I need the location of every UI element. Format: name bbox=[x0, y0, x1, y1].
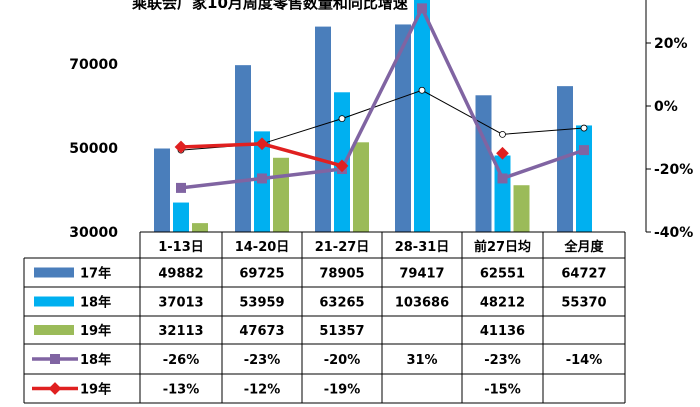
marker-19年-21-27日 bbox=[335, 159, 349, 173]
data-label: 37013 bbox=[158, 296, 203, 311]
legend-key-17年 bbox=[34, 267, 74, 278]
data-label: 63265 bbox=[319, 296, 364, 311]
data-label: 62551 bbox=[480, 267, 525, 282]
right-tick-label: -20% bbox=[654, 162, 693, 178]
data-label: 32113 bbox=[158, 324, 203, 339]
category-label: 1-13日 bbox=[158, 240, 204, 255]
bar-17年-21-27日 bbox=[315, 26, 331, 232]
marker-18年-14-20日 bbox=[257, 173, 267, 184]
marker-19年-14-20日 bbox=[255, 137, 269, 151]
bar-17年-14-20日 bbox=[235, 65, 251, 232]
right-tick-label: -40% bbox=[654, 225, 693, 241]
bar-17年-前27日均 bbox=[475, 95, 492, 232]
category-label: 14-20日 bbox=[235, 240, 290, 255]
data-label: 51357 bbox=[319, 324, 364, 339]
data-label: -20% bbox=[324, 353, 361, 368]
data-label: -23% bbox=[244, 353, 281, 368]
bar-17年-1-13日 bbox=[154, 148, 170, 232]
data-label: -26% bbox=[163, 353, 200, 368]
legend-name: 18年 bbox=[80, 295, 111, 311]
legend-name: 17年 bbox=[80, 266, 111, 282]
marker-19年-1-13日 bbox=[174, 140, 188, 154]
bar-17年-全月度 bbox=[557, 86, 573, 232]
chart-title: 乘联会厂家10月周度零售数量和同比增速 bbox=[131, 0, 408, 12]
legend-marker bbox=[48, 382, 62, 395]
bar-18年-1-13日 bbox=[173, 202, 189, 232]
right-tick-label: 20% bbox=[654, 36, 688, 52]
data-label: -14% bbox=[566, 353, 603, 368]
data-label: 47673 bbox=[239, 324, 284, 339]
marker-19年-前27日均 bbox=[496, 146, 509, 160]
data-label: 41136 bbox=[480, 324, 525, 339]
marker-18年-28-31日 bbox=[417, 3, 427, 14]
legend-key-18年 bbox=[34, 296, 74, 307]
data-label: 78905 bbox=[319, 267, 364, 282]
legend-marker bbox=[50, 354, 60, 364]
right-tick-label: 0% bbox=[654, 99, 678, 115]
legend-name: 19年 bbox=[80, 323, 111, 339]
data-label: 55370 bbox=[561, 296, 606, 311]
data-label: 31% bbox=[406, 353, 437, 368]
category-label: 全月度 bbox=[563, 239, 604, 255]
data-label: 53959 bbox=[239, 296, 284, 311]
category-label: 28-31日 bbox=[395, 240, 450, 255]
bar-17年-28-31日 bbox=[395, 24, 411, 232]
data-label: 49882 bbox=[158, 267, 203, 282]
left-tick-label: 50000 bbox=[69, 141, 118, 157]
data-label: 79417 bbox=[399, 267, 444, 282]
data-label: 69725 bbox=[239, 267, 284, 282]
ratio-point-3 bbox=[418, 86, 426, 94]
marker-18年-全月度 bbox=[579, 145, 589, 156]
ratio-point-4 bbox=[499, 130, 506, 138]
line-18年-seg0 bbox=[180, 4, 585, 190]
ratio-point-5 bbox=[580, 124, 588, 132]
category-label: 21-27日 bbox=[315, 240, 370, 255]
left-tick-label: 30000 bbox=[69, 225, 118, 241]
data-label: -23% bbox=[484, 353, 521, 368]
category-label: 前27日均 bbox=[474, 239, 531, 255]
legend-key-19年 bbox=[34, 325, 74, 335]
legend-name: 19年 bbox=[80, 382, 111, 398]
marker-18年-前27日均 bbox=[497, 173, 508, 184]
bar-19年-14-20日 bbox=[273, 157, 289, 232]
data-label: -19% bbox=[324, 383, 361, 398]
bar-18年-28-31日 bbox=[414, 0, 430, 232]
bar-19年-21-27日 bbox=[353, 142, 369, 232]
data-label: -12% bbox=[244, 383, 281, 398]
bar-19年-前27日均 bbox=[513, 185, 530, 232]
data-label: -13% bbox=[163, 383, 200, 398]
data-label: 64727 bbox=[561, 267, 606, 282]
ratio-point-2 bbox=[338, 115, 346, 122]
data-label: -15% bbox=[484, 383, 521, 398]
data-label: 103686 bbox=[395, 296, 449, 311]
marker-18年-1-13日 bbox=[176, 182, 186, 193]
left-tick-label: 70000 bbox=[69, 57, 118, 73]
data-label: 48212 bbox=[480, 296, 525, 311]
bar-19年-1-13日 bbox=[192, 223, 208, 232]
legend-name: 18年 bbox=[80, 352, 111, 368]
bar-18年-全月度 bbox=[576, 125, 592, 232]
